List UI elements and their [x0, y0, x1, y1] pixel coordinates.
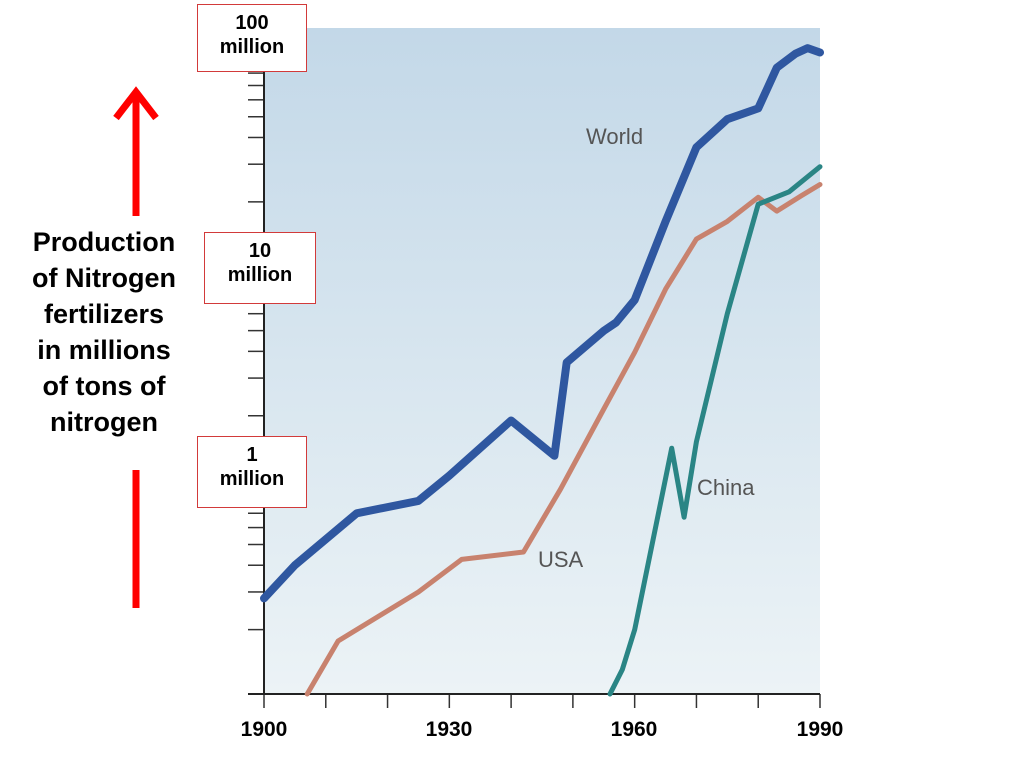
magnitude-value: 100	[235, 12, 269, 34]
series-line-china	[607, 164, 823, 697]
x-tick-label: 1930	[425, 718, 473, 741]
y-axis-label-line: of tons of	[42, 371, 166, 401]
magnitude-unit: million	[219, 36, 285, 58]
y-axis-label-line: Production	[32, 227, 176, 257]
magnitude-value: 10	[248, 240, 272, 262]
magnitude-value: 1	[246, 444, 258, 466]
x-tick-label: 1960	[610, 718, 658, 741]
arrow-shaft-icon	[132, 470, 140, 608]
series-labels: World USA China	[538, 124, 755, 572]
arrow-up-icon	[113, 86, 159, 216]
magnitude-label-100-million: 100 million	[197, 4, 307, 72]
x-tick-label: 1900	[240, 718, 288, 741]
y-axis-label: Production of Nitrogen fertilizers in mi…	[6, 224, 202, 440]
y-axis-label-line: fertilizers	[43, 299, 165, 329]
series-line-usa	[304, 182, 823, 697]
series-label-usa: USA	[538, 547, 584, 572]
magnitude-label-10-million: 10 million	[204, 232, 316, 304]
series-line-world	[260, 44, 824, 603]
series-layer	[260, 44, 824, 697]
magnitude-unit: million	[219, 468, 285, 490]
x-tick-marks	[263, 694, 821, 708]
y-axis-label-line: in millions	[37, 335, 171, 365]
x-tick-label: 1990	[796, 718, 844, 741]
plot-background	[264, 28, 820, 694]
y-axis-label-line: of Nitrogen	[32, 263, 176, 293]
magnitude-label-1-million: 1 million	[197, 436, 307, 508]
y-axis-label-line: nitrogen	[50, 407, 158, 437]
magnitude-unit: million	[227, 264, 293, 286]
series-label-world: World	[586, 124, 643, 149]
series-label-china: China	[697, 475, 755, 500]
